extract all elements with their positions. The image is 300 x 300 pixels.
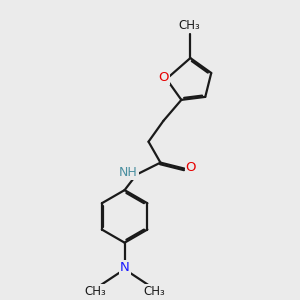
Text: NH: NH xyxy=(119,166,138,179)
Text: N: N xyxy=(120,261,130,274)
Text: CH₃: CH₃ xyxy=(85,285,106,298)
Text: CH₃: CH₃ xyxy=(143,285,165,298)
Text: O: O xyxy=(158,71,169,84)
Text: CH₃: CH₃ xyxy=(178,19,200,32)
Text: O: O xyxy=(186,160,196,174)
